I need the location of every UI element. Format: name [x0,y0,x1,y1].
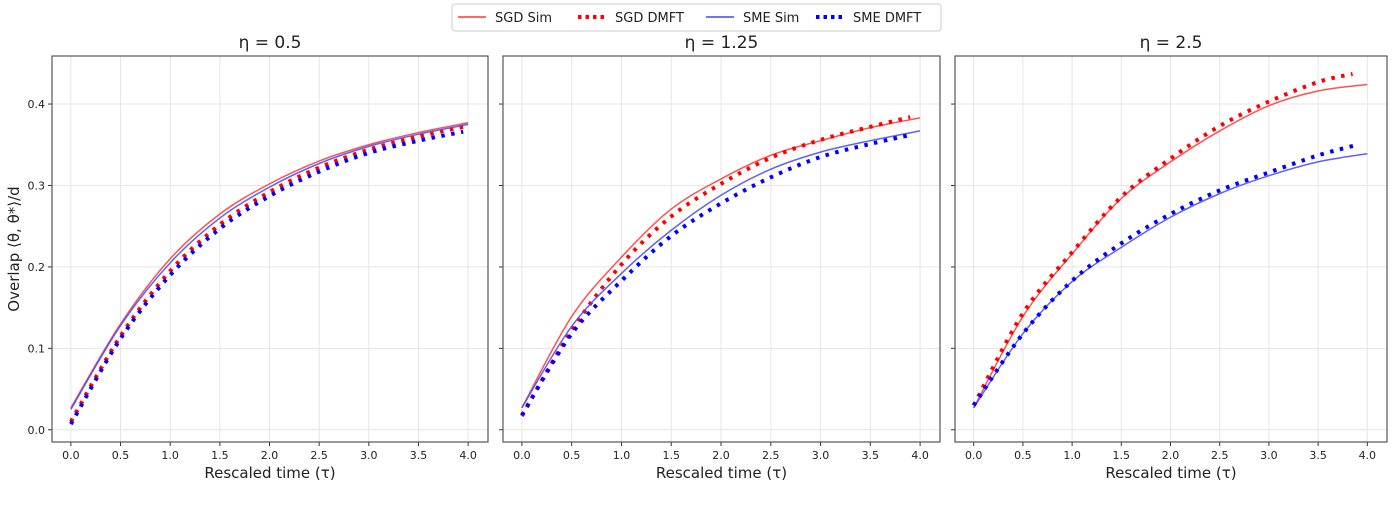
series-sgd-dmft [971,71,1354,407]
y-axis-label: Overlap ⟨θ, θ*⟩/d [5,186,23,311]
y-tick-label: 0.1 [28,342,46,355]
x-tick-label: 4.0 [459,449,477,462]
legend-item: SGD DMFT [578,11,684,26]
legend-item: SME Sim [706,11,799,26]
x-tick-label: 0.5 [1014,449,1032,462]
series-sgd-dmft [520,115,911,417]
x-tick-label: 2.0 [261,449,279,462]
y-tick-label: 0.2 [28,261,46,274]
series-sme-dmft [520,133,911,417]
panel-2: 0.0 0.5 1.0 1.5 2.0 2.5 3.0 3.5 4.0 η = 1.25 Resca… [499,33,941,482]
series-sme-dmft [972,143,1356,407]
x-tick-label: 3.5 [862,449,880,462]
x-axis-label: Rescaled time (τ) [1105,464,1236,482]
panel-title: η = 0.5 [239,33,302,53]
plot-frame [954,55,1388,443]
legend-item: SME DMFT [816,11,921,26]
series-sme-sim [70,123,469,410]
x-tick-label: 2.0 [712,449,730,462]
x-tick-label: 0.0 [62,449,80,462]
x-tick-label: 3.0 [812,449,830,462]
x-axis-label: Rescaled time (τ) [656,464,787,482]
x-tick-label: 1.0 [161,449,179,462]
x-tick-label: 1.0 [613,449,631,462]
panel-1: 0.0 0.5 1.0 1.5 2.0 2.5 3.0 3.5 4.0 0.0 0.1 0.2 0.3 0… [5,33,489,482]
x-tick-label: 1.0 [1063,449,1081,462]
x-tick-label: 0.5 [112,449,130,462]
series-sgd-sim [70,122,469,409]
legend-item: SGD Sim [458,11,552,26]
legend-label: SME Sim [743,11,799,26]
x-tick-label: 3.5 [410,449,428,462]
x-tick-label: 1.5 [1113,449,1131,462]
series-sme-sim [973,152,1368,409]
x-tick-label: 0.0 [513,449,531,462]
x-tick-label: 2.5 [310,449,328,462]
y-tick-label: 0.4 [28,98,46,111]
legend-label: SGD DMFT [615,11,684,26]
x-tick-label: 3.5 [1309,449,1327,462]
series-sme-sim [521,130,921,409]
legend-label: SME DMFT [853,11,921,26]
x-tick-label: 0.5 [563,449,581,462]
legend-box [451,3,942,32]
y-tick-label: 0.3 [28,179,46,192]
plot-frame [51,55,489,443]
panel-3: 0.0 0.5 1.0 1.5 2.0 2.5 3.0 3.5 4.0 η = 2.5 Rescal… [951,33,1388,482]
x-tick-label: 3.0 [1260,449,1278,462]
x-tick-label: 2.5 [762,449,780,462]
series-sgd-dmft [69,124,464,423]
x-tick-label: 3.0 [360,449,378,462]
x-tick-label: 1.5 [662,449,680,462]
x-tick-label: 2.0 [1162,449,1180,462]
y-tick-label: 0.0 [28,424,46,437]
x-axis-label: Rescaled time (τ) [204,464,335,482]
legend-label: SGD Sim [495,11,552,26]
plot-frame [502,55,941,443]
series-sme-dmft [69,129,464,426]
x-tick-label: 4.0 [1359,449,1377,462]
x-tick-label: 4.0 [911,449,929,462]
x-tick-label: 2.5 [1211,449,1229,462]
panel-title: η = 2.5 [1140,33,1203,53]
legend: SGD Sim SGD DMFT SME Sim SME DMFT [451,3,942,32]
x-tick-label: 1.5 [211,449,229,462]
x-tick-label: 0.0 [965,449,983,462]
panel-title: η = 1.25 [685,33,759,53]
